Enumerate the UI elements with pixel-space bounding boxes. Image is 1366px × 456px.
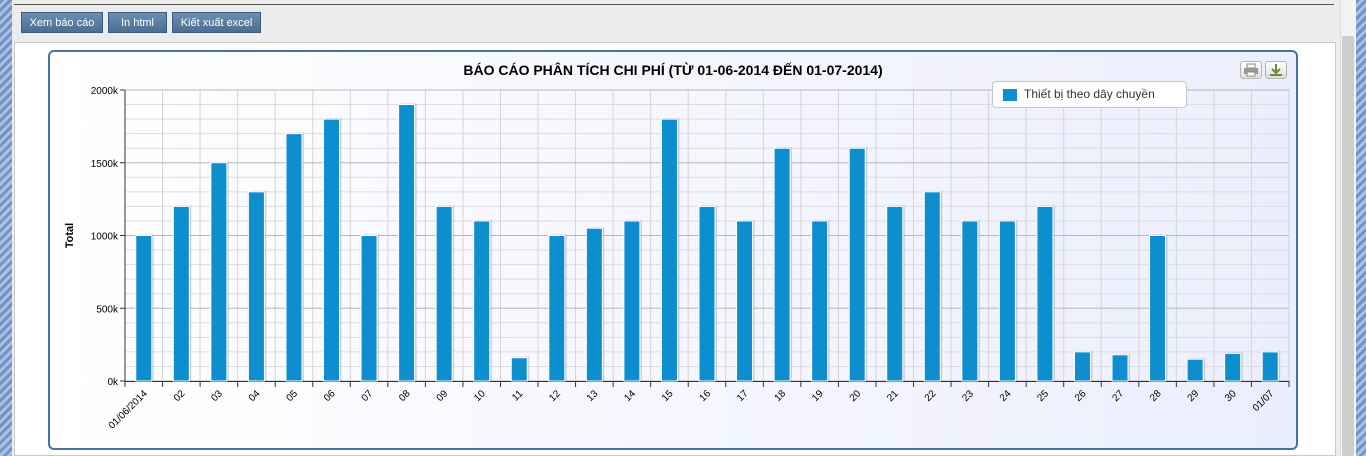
bar (923, 191, 941, 382)
x-tick-label: 25 (1035, 388, 1051, 404)
top-divider (14, 4, 1334, 5)
bar (548, 235, 566, 382)
bar (1261, 351, 1279, 382)
x-tick-label: 27 (1111, 388, 1127, 404)
bar (360, 235, 378, 382)
bar (1073, 351, 1091, 382)
x-tick-label: 10 (472, 388, 488, 404)
bar (1036, 205, 1054, 382)
bar (1149, 235, 1167, 382)
x-tick-label: 29 (1186, 388, 1202, 404)
y-axis-title: Total (64, 223, 76, 248)
bar (510, 357, 528, 382)
x-tick-label: 24 (998, 388, 1014, 404)
legend-series-label: Thiết bị theo dây chuyền (1024, 87, 1155, 101)
x-tick-label: 30 (1223, 388, 1239, 404)
bar (247, 191, 265, 382)
right-frame-stripe (1356, 0, 1366, 456)
bar (886, 205, 904, 382)
x-tick-label: 14 (622, 388, 638, 404)
x-tick-label: 02 (172, 388, 188, 404)
download-chart-button[interactable] (1265, 61, 1287, 79)
bar (473, 220, 491, 382)
y-tick-label: 1000k (91, 232, 119, 243)
x-tick-label: 18 (773, 388, 789, 404)
bar (135, 235, 153, 382)
bar (736, 220, 754, 382)
bar (585, 227, 603, 382)
bar (998, 220, 1016, 382)
chart-legend[interactable]: Thiết bị theo dây chuyền (992, 81, 1187, 108)
x-tick-label: 26 (1073, 388, 1089, 404)
x-tick-label: 19 (810, 388, 826, 404)
left-frame-stripe (0, 0, 12, 456)
x-tick-label: 11 (510, 388, 525, 403)
x-tick-label: 09 (435, 388, 451, 404)
bar (323, 118, 341, 382)
download-icon (1270, 64, 1282, 76)
bar (1111, 354, 1129, 382)
x-tick-label: 04 (247, 388, 263, 404)
bar (660, 118, 678, 382)
x-tick-label: 28 (1148, 388, 1164, 404)
x-tick-label: 15 (660, 388, 676, 404)
bar (811, 220, 829, 382)
view-report-button[interactable]: Xem báo cáo (21, 12, 103, 33)
bar (1224, 352, 1242, 382)
print-chart-button[interactable] (1240, 61, 1262, 79)
scrollbar-thumb[interactable] (1342, 36, 1354, 456)
x-tick-label: 03 (209, 388, 225, 404)
x-tick-label: 13 (585, 388, 601, 404)
x-tick-label: 17 (735, 388, 751, 404)
y-tick-label: 500k (96, 304, 119, 315)
x-tick-label: 08 (397, 388, 413, 404)
bar (435, 205, 453, 382)
bar (698, 205, 716, 382)
printer-icon (1244, 63, 1258, 77)
chart-title: BÁO CÁO PHÂN TÍCH CHI PHÍ (TỪ 01-06-2014… (463, 62, 883, 78)
bar (773, 147, 791, 382)
bar (210, 162, 228, 382)
legend-swatch (1003, 89, 1017, 101)
bar (172, 205, 190, 382)
x-tick-label: 01/07 (1251, 388, 1277, 414)
x-tick-label: 16 (697, 388, 713, 404)
x-tick-label: 06 (322, 388, 338, 404)
bar (1186, 358, 1204, 382)
bar (961, 220, 979, 382)
y-tick-label: 0k (107, 377, 119, 388)
bar (285, 133, 303, 382)
y-tick-label: 2000k (91, 86, 119, 97)
x-tick-label: 20 (848, 388, 864, 404)
bar (398, 104, 416, 382)
x-tick-label: 01/06/2014 (107, 388, 150, 431)
x-tick-label: 05 (284, 388, 300, 404)
bar (848, 147, 866, 382)
bar (623, 220, 641, 382)
x-tick-label: 23 (960, 388, 976, 404)
export-excel-button[interactable]: Kiết xuất excel (172, 12, 261, 33)
x-tick-label: 21 (885, 388, 901, 404)
print-html-button[interactable]: In html (108, 12, 167, 33)
x-tick-label: 12 (547, 388, 563, 404)
x-tick-label: 22 (923, 388, 939, 404)
y-tick-label: 1500k (91, 159, 119, 170)
x-tick-label: 07 (360, 388, 376, 404)
